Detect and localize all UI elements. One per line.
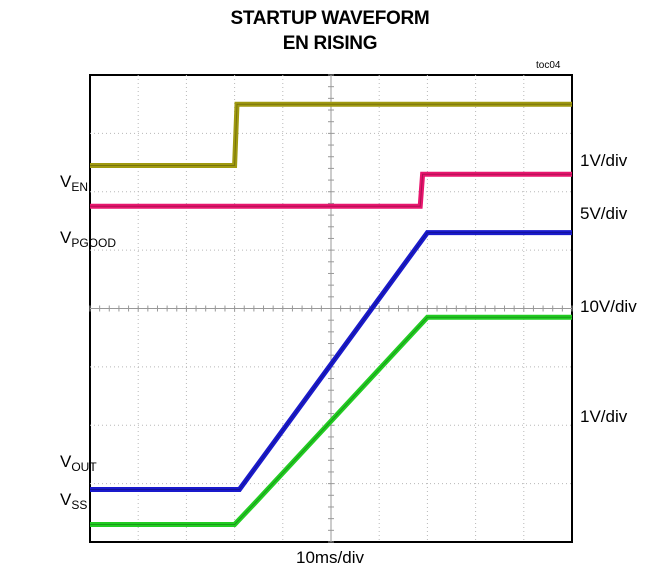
vss-label: VSS xyxy=(60,490,88,512)
traces xyxy=(90,101,572,527)
trace-core-ven xyxy=(90,103,572,166)
figure-tag: toc04 xyxy=(536,60,561,71)
trace-ven xyxy=(90,101,572,168)
trace-core-vss xyxy=(90,316,572,525)
trace-core-vout xyxy=(90,232,572,490)
vout-label: VOUT xyxy=(60,452,97,474)
chart-title-line1: STARTUP WAVEFORM xyxy=(230,8,430,29)
x-axis-label: 10ms/div xyxy=(295,548,365,567)
trace-core-vpgood xyxy=(90,173,572,207)
ven-label: VEN xyxy=(60,172,89,194)
ven-scale-label: 1V/div xyxy=(580,151,628,170)
vpgood-scale-label: 5V/div xyxy=(580,204,628,223)
trace-vpgood xyxy=(90,171,572,209)
trace-vout xyxy=(90,230,572,492)
vpgood-label: VPGOOD xyxy=(60,228,117,250)
vss-scale-label: 1V/div xyxy=(580,407,628,426)
trace-vss xyxy=(90,314,572,527)
chart-title-line2: EN RISING xyxy=(282,33,378,54)
vout-scale-label: 10V/div xyxy=(580,297,637,316)
